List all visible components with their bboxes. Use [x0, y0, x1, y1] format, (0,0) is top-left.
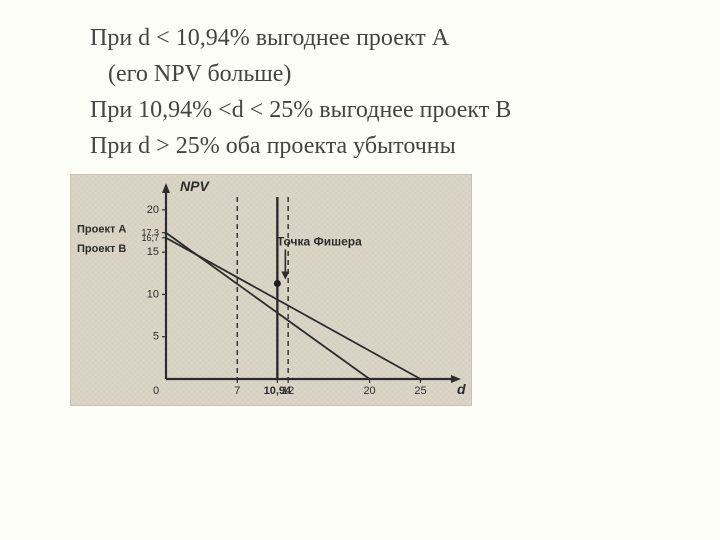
- line-2: (его NPV больше): [90, 56, 680, 92]
- svg-text:15: 15: [147, 246, 159, 258]
- svg-text:17,3: 17,3: [141, 228, 159, 238]
- svg-text:25: 25: [414, 385, 426, 397]
- svg-text:0: 0: [153, 385, 159, 397]
- svg-text:NPV: NPV: [180, 178, 210, 194]
- svg-text:d: d: [457, 381, 466, 397]
- svg-text:5: 5: [153, 331, 159, 343]
- npv-chart-svg: 5101516,717,320710,941220250NPVdПроект A…: [71, 175, 471, 405]
- svg-text:10: 10: [147, 288, 159, 300]
- svg-text:20: 20: [363, 385, 375, 397]
- svg-text:20: 20: [147, 204, 159, 216]
- slide: При d < 10,94% выгоднее проект А (его NP…: [0, 0, 720, 540]
- svg-text:12: 12: [282, 385, 294, 397]
- svg-text:Проект B: Проект B: [77, 243, 126, 255]
- svg-text:7: 7: [234, 385, 240, 397]
- line-1: При d < 10,94% выгоднее проект А: [90, 20, 680, 56]
- svg-text:Точка Фишера: Точка Фишера: [277, 234, 362, 248]
- text-block: При d < 10,94% выгоднее проект А (его NP…: [90, 20, 680, 164]
- line-3: При 10,94% <d < 25% выгоднее проект B: [90, 92, 680, 128]
- npv-chart: 5101516,717,320710,941220250NPVdПроект A…: [70, 174, 472, 406]
- line-4: При d > 25% оба проекта убыточны: [90, 128, 680, 164]
- svg-text:Проект A: Проект A: [77, 224, 126, 236]
